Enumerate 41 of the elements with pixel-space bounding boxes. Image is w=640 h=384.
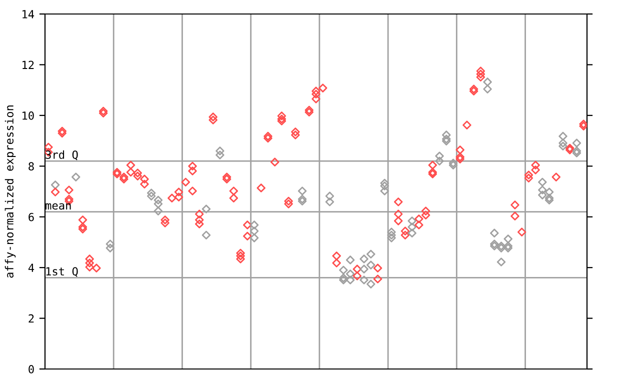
point [188,186,197,196]
point [85,262,94,272]
point [572,148,582,158]
point [236,254,245,264]
y-tick-label: 8 [28,162,34,171]
point [250,234,259,242]
point [346,276,355,284]
point [490,242,499,250]
y-tick-label: 10 [22,111,34,120]
y-tick-label: 14 [22,10,34,18]
point [538,190,547,200]
point [408,228,416,238]
y-tick-label: 6 [28,212,34,222]
point [558,142,568,150]
point [428,170,438,178]
point [78,224,88,234]
point [380,186,389,196]
point [360,276,368,284]
point [544,196,554,204]
point [194,220,204,228]
y-tick-label: 4 [28,264,34,272]
y-axis-title: affy-normalized expression [4,106,16,278]
point [387,234,396,242]
ref-line-label: 1st Q [46,267,78,277]
point [366,280,376,288]
point [312,94,320,104]
ref-line-label: mean [46,203,71,210]
point [339,276,348,284]
y-tick-label: 2 [28,314,34,323]
point [456,154,464,164]
point [394,216,403,226]
point [154,206,163,216]
point [504,244,512,252]
point [298,196,307,206]
ref-line-label: 3rd Q [46,150,78,160]
point [277,116,286,126]
y-tick-label: 0 [28,365,34,374]
point [496,258,506,266]
point [442,136,451,146]
point [476,72,486,82]
y-tick-label: 12 [22,60,34,69]
